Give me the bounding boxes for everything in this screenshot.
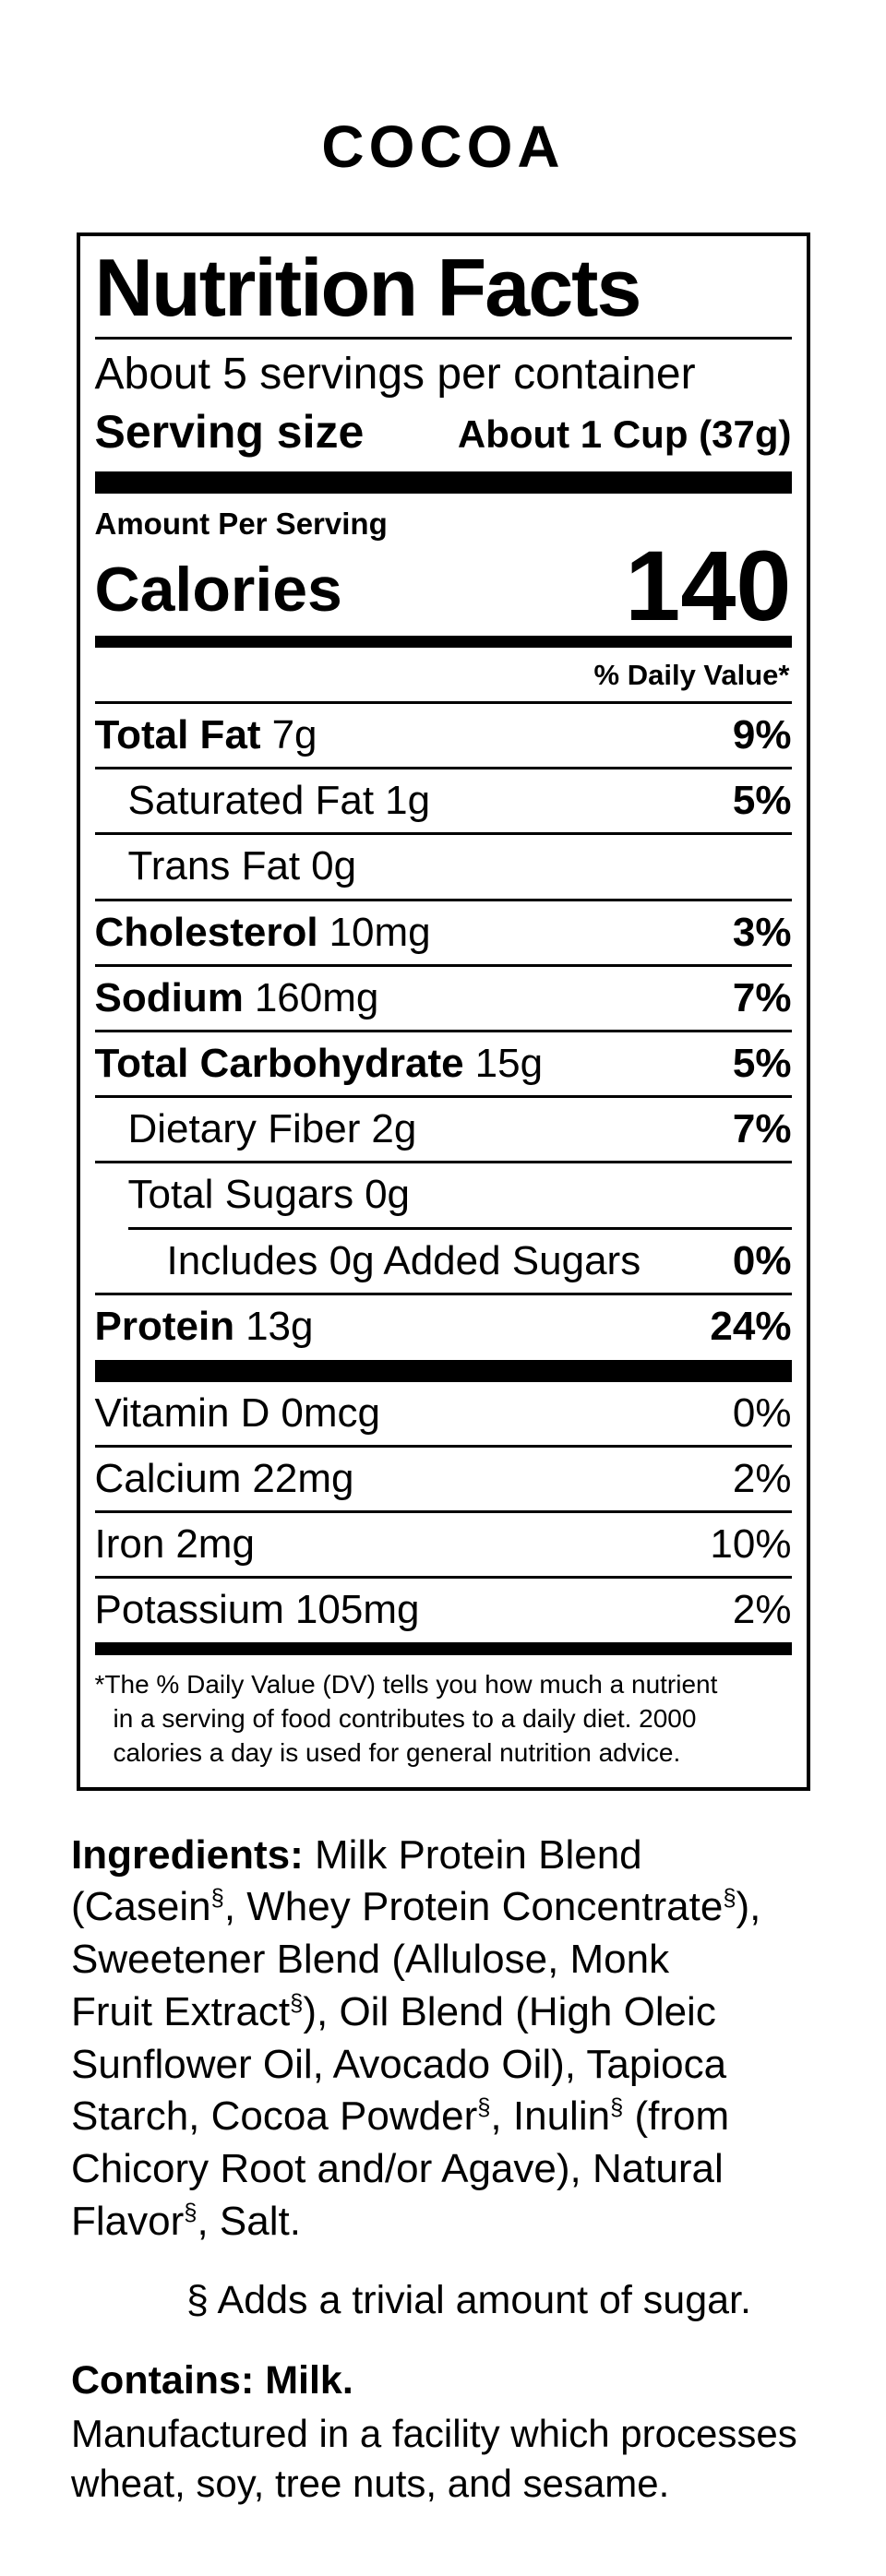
nutrient-name: Calcium xyxy=(94,1456,242,1502)
servings-per-container: About 5 servings per container xyxy=(94,350,696,400)
row-dietary-fiber: Dietary Fiber 2g 7% xyxy=(94,1095,792,1161)
nutrient-name: Trans Fat xyxy=(127,843,301,889)
row-calcium: Calcium 22mg 2% xyxy=(94,1445,792,1510)
thick-divider xyxy=(94,471,792,495)
nutrient-dv: 5% xyxy=(732,1040,792,1086)
product-title: COCOA xyxy=(321,113,565,180)
nutrient-name: Total Fat xyxy=(94,712,261,758)
row-potassium: Potassium 105mg 2% xyxy=(94,1576,792,1641)
row-total-sugars: Total Sugars 0g xyxy=(94,1161,792,1226)
nutrient-name: Sodium xyxy=(94,974,244,1020)
footnote-line: in a serving of food contributes to a da… xyxy=(113,1703,697,1733)
contains-statement: Contains: Milk. xyxy=(71,2357,353,2403)
ingredients-line: Chicory Root and/or Agave), Natural xyxy=(71,2146,724,2191)
page: COCOA Nutrition Facts About 5 servings p… xyxy=(71,113,815,2510)
ingredients-line: Flavor§, Salt. xyxy=(71,2198,301,2244)
nutrient-dv: 2% xyxy=(732,1587,792,1633)
nutrient-name: Total Sugars xyxy=(127,1172,354,1218)
nutrient-dv: 2% xyxy=(732,1456,792,1502)
nutrition-facts-panel: Nutrition Facts About 5 servings per con… xyxy=(76,233,810,1791)
micronutrient-rows: Vitamin D 0mcg 0% Calcium 22mg 2% Iron 2mg … xyxy=(94,1382,792,1642)
row-saturated-fat: Saturated Fat 1g 5% xyxy=(94,767,792,832)
serving-size-value: About 1 Cup (37g) xyxy=(457,412,792,457)
nutrient-amount: 2g xyxy=(371,1106,417,1152)
row-cholesterol: Cholesterol 10mg 3% xyxy=(94,898,792,964)
row-total-fat: Total Fat 7g 9% xyxy=(94,701,792,767)
nutrient-dv: 7% xyxy=(732,1106,792,1152)
nutrient-name: Potassium xyxy=(94,1587,284,1633)
nutrient-amount: 15g xyxy=(474,1040,544,1086)
nutrient-dv: 3% xyxy=(732,909,792,955)
nutrient-dv: 0% xyxy=(732,1237,792,1283)
nutrient-name: Cholesterol xyxy=(94,909,318,955)
nutrient-name: Protein xyxy=(94,1303,235,1349)
nutrient-dv: 10% xyxy=(710,1521,792,1568)
medium-divider xyxy=(94,636,792,649)
calories-row: Calories 140 xyxy=(94,530,792,642)
nutrition-facts-title: Nutrition Facts xyxy=(94,242,792,340)
nutrient-amount: 0g xyxy=(311,843,357,889)
nutrient-amount: 1g xyxy=(385,778,431,824)
nutrient-name: Saturated Fat xyxy=(127,778,375,824)
label-lower-section: Ingredients: Milk Protein Blend (Casein§,… xyxy=(71,1830,815,2510)
ingredients-line: Ingredients: Milk Protein Blend xyxy=(71,1831,642,1878)
nutrient-rows: Total Fat 7g 9% Saturated Fat 1g 5% Trans … xyxy=(94,701,792,1358)
nutrient-amount: 10mg xyxy=(329,909,431,955)
nutrient-amount: 0g xyxy=(365,1172,411,1218)
ingredients-line: Sunflower Oil, Avocado Oil), Tapioca xyxy=(71,2041,727,2087)
nutrient-amount: 7g xyxy=(271,712,317,758)
footnote-line: *The % Daily Value (DV) tells you how mu… xyxy=(94,1669,718,1699)
ingredients-line: (Casein§, Whey Protein Concentrate§), xyxy=(71,1884,761,1930)
ingredients-line: Fruit Extract§), Oil Blend (High Oleic xyxy=(71,1988,716,2034)
nutrient-dv: 5% xyxy=(732,778,792,824)
calories-value: 140 xyxy=(625,530,792,642)
nutrient-amount: 0mcg xyxy=(281,1389,381,1436)
nutrient-amount: 13g xyxy=(245,1303,314,1349)
nutrient-dv: 7% xyxy=(732,974,792,1020)
serving-size-label: Serving size xyxy=(94,406,365,459)
ingredients-line: Sweetener Blend (Allulose, Monk xyxy=(71,1937,670,1982)
nutrient-amount: 22mg xyxy=(252,1456,354,1502)
nutrient-amount: 2mg xyxy=(175,1521,255,1568)
row-trans-fat: Trans Fat 0g xyxy=(94,832,792,898)
nutrient-dv: 24% xyxy=(710,1303,792,1349)
row-total-carbohydrate: Total Carbohydrate 15g 5% xyxy=(94,1029,792,1095)
footnote-line: calories a day is used for general nutri… xyxy=(113,1737,681,1767)
row-added-sugars: Includes 0g Added Sugars 0% xyxy=(127,1226,792,1293)
calories-label: Calories xyxy=(94,555,342,626)
ingredients-paragraph: Ingredients: Milk Protein Blend (Casein§,… xyxy=(71,1830,815,2248)
facility-statement: Manufactured in a facility which process… xyxy=(71,2409,815,2510)
nutrient-name: Total Carbohydrate xyxy=(94,1040,464,1086)
row-protein: Protein 13g 24% xyxy=(94,1292,792,1358)
facility-line: Manufactured in a facility which process… xyxy=(71,2411,797,2455)
daily-value-header: % Daily Value* xyxy=(593,659,790,692)
nutrient-name: Includes 0g Added Sugars xyxy=(166,1237,641,1283)
facility-line: wheat, soy, tree nuts, and sesame. xyxy=(71,2462,670,2506)
nutrient-amount: 105mg xyxy=(294,1587,420,1633)
row-sodium: Sodium 160mg 7% xyxy=(94,963,792,1030)
medium-divider xyxy=(94,1641,792,1655)
nutrient-name: Dietary Fiber xyxy=(127,1106,361,1152)
nutrient-dv: 0% xyxy=(732,1389,792,1436)
daily-value-footnote: *The % Daily Value (DV) tells you how mu… xyxy=(95,1655,792,1774)
thick-divider xyxy=(94,1359,792,1382)
nutrient-amount: 160mg xyxy=(254,974,379,1020)
nutrient-dv: 9% xyxy=(732,712,792,758)
sugar-footnote: § Adds a trivial amount of sugar. xyxy=(186,2277,751,2322)
serving-size-row: Serving size About 1 Cup (37g) xyxy=(95,400,792,471)
row-iron: Iron 2mg 10% xyxy=(94,1510,792,1576)
ingredients-line: Starch, Cocoa Powder§, Inulin§ (from xyxy=(71,2093,730,2140)
nutrient-name: Iron xyxy=(94,1521,165,1568)
row-vitamin-d: Vitamin D 0mcg 0% xyxy=(95,1382,792,1445)
amount-per-serving-label: Amount Per Serving xyxy=(94,507,388,542)
nutrient-name: Vitamin D xyxy=(94,1389,270,1436)
